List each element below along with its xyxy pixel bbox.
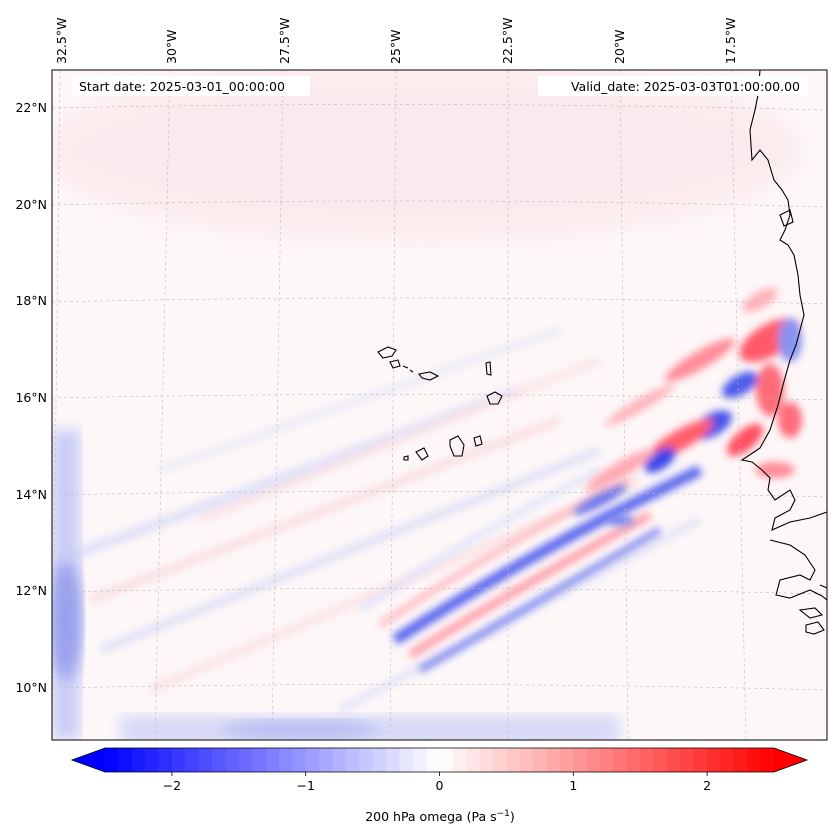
lat-label: 20°N [15,197,47,212]
colorbar-cell [212,748,227,772]
colorbar-outline [70,747,809,773]
colorbar-cell [225,748,240,772]
colorbar-cell [466,748,481,772]
colorbar-extend-min [72,748,105,772]
colorbar-cell [332,748,347,772]
colorbar-cell [559,748,574,772]
lon-label: 32.5°W [54,18,69,64]
colorbar-cell [626,748,641,772]
lon-label: 25°W [388,29,403,64]
colorbar-cell [305,748,320,772]
colorbar-cell [131,748,146,772]
colorbar-cell [720,748,735,772]
lat-label: 12°N [15,583,47,598]
colorbar-title: 200 hPa omega (Pa s−1) [365,809,515,824]
lat-labels: 22°N 20°N 18°N 16°N 14°N 12°N 10°N [15,100,47,695]
colorbar-cell [680,748,695,772]
start-date-box [72,76,310,96]
colorbar-cell [533,748,548,772]
colorbar-cell [733,748,748,772]
colorbar-cell [760,748,775,772]
colorbar-tick-label: 2 [703,778,711,793]
colorbar-cell [666,748,681,772]
colorbar-cell [185,748,200,772]
colorbar-cell [573,748,588,772]
graticule [52,70,827,740]
colorbar-cell [506,748,521,772]
colorbar-cell [452,748,467,772]
valid-date-box [538,76,808,96]
colorbar-cell [479,748,494,772]
colorbar-cell [546,748,561,772]
lon-label: 22.5°W [500,18,515,64]
lat-label: 22°N [15,100,47,115]
colorbar-cell [238,748,253,772]
colorbar-cell [265,748,280,772]
colorbar-cell [292,748,307,772]
colorbar-cell [158,748,173,772]
colorbar-cell [600,748,615,772]
colorbar-cell [171,748,186,772]
colorbar-tick-label: −1 [296,778,314,793]
map-frame [51,69,828,741]
lon-label: 20°W [612,29,627,64]
colorbar-cell [426,748,441,772]
colorbar-cell [613,748,628,772]
lat-label: 14°N [15,487,47,502]
lat-label: 16°N [15,390,47,405]
colorbar-cell [439,748,454,772]
lon-label: 17.5°W [723,18,738,64]
colorbar-cell [693,748,708,772]
coastline [740,70,827,635]
lon-label: 27.5°W [277,18,292,64]
lat-label: 18°N [15,293,47,308]
colorbar-cell [145,748,160,772]
lon-label: 30°W [164,29,179,64]
colorbar-cell [493,748,507,772]
cape-verde-islands [377,346,503,461]
colorbar-tick-label: 1 [569,778,577,793]
colorbar-ticks: −2 −1 0 1 2 [163,772,711,793]
colorbar-cell [105,748,119,772]
colorbar-cell [519,748,534,772]
colorbar-cell [412,748,427,772]
colorbar-cell [399,748,414,772]
colorbar-cell [345,748,360,772]
omega-field [52,70,827,740]
colorbar-tick-label: 0 [436,778,444,793]
colorbar-cell [586,748,601,772]
colorbar-cell [118,748,133,772]
lat-label: 10°N [15,680,47,695]
colorbar-cell [372,748,387,772]
colorbar-cell [198,748,213,772]
colorbar-extend-max [774,748,807,772]
colorbar-cell [640,748,655,772]
colorbar-cell [385,748,400,772]
colorbar-cell [359,748,374,772]
colorbar-cells [105,748,775,772]
lon-labels: 32.5°W 30°W 27.5°W 25°W 22.5°W 20°W 17.5… [54,18,738,64]
colorbar-cell [319,748,334,772]
colorbar-cell [252,748,267,772]
colorbar: −2 −1 0 1 2 200 hPa omega (Pa s−1) [70,747,809,824]
start-date-label: Start date: 2025-03-01_00:00:00 [79,79,285,94]
valid-date-label: Valid_date: 2025-03-03T01:00:00.00 [571,79,800,94]
colorbar-cell [747,748,762,772]
colorbar-cell [278,748,293,772]
colorbar-cell [653,748,668,772]
colorbar-tick-label: −2 [163,778,181,793]
colorbar-cell [707,748,722,772]
